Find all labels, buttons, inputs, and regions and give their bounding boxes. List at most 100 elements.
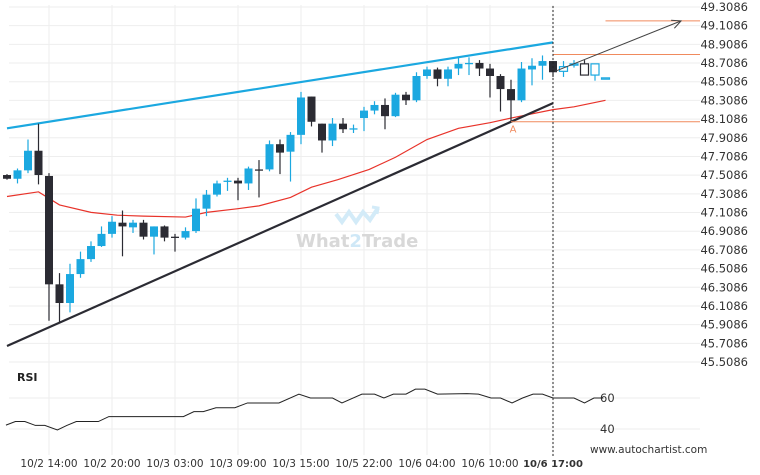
rsi-title: RSI xyxy=(17,371,38,384)
candle-body xyxy=(423,69,431,77)
time-tick-label: 10/5 22:00 xyxy=(335,458,392,470)
candle-body xyxy=(402,94,410,101)
moving-average-line xyxy=(6,99,606,218)
candle xyxy=(318,123,326,153)
candle xyxy=(150,226,158,255)
candle-body xyxy=(600,77,611,80)
price-tick-label: 45.9086 xyxy=(700,318,748,332)
price-tick-label: 45.5086 xyxy=(700,355,748,369)
trend-lines xyxy=(6,41,554,347)
candle-body xyxy=(118,222,127,227)
price-tick-label: 48.3086 xyxy=(700,93,748,107)
candle xyxy=(3,174,11,180)
candle-body xyxy=(213,183,221,195)
price-tick-label: 48.5086 xyxy=(700,75,748,89)
candle-body xyxy=(454,63,463,69)
candle-body xyxy=(381,104,389,117)
rsi-line xyxy=(5,388,604,431)
candle-body xyxy=(45,175,53,285)
candle xyxy=(286,132,295,182)
rsi-tick-label: 40 xyxy=(600,422,615,436)
candle-body xyxy=(486,68,494,77)
watermark-text: What2Trade xyxy=(296,231,418,252)
candle-body xyxy=(339,123,347,130)
candle-body xyxy=(328,123,337,141)
candle-body xyxy=(87,246,95,260)
candle-body xyxy=(97,233,106,247)
time-tick-label: 10/6 10:00 xyxy=(461,458,518,470)
watermark: What2Trade xyxy=(296,205,418,252)
candle-body xyxy=(297,97,305,135)
candle-body xyxy=(307,96,316,122)
candle-body xyxy=(139,222,148,237)
candle xyxy=(412,72,421,103)
price-tick-label: 49.3086 xyxy=(700,0,748,14)
candle-body xyxy=(528,65,536,70)
candle xyxy=(391,92,400,118)
candle xyxy=(213,180,221,197)
rsi-tick-label: 60 xyxy=(600,391,615,405)
candle xyxy=(202,189,211,217)
candle xyxy=(433,67,442,87)
support-line xyxy=(6,102,554,347)
candle-body xyxy=(370,104,379,111)
candle xyxy=(528,58,536,86)
candle-body xyxy=(507,89,515,101)
candle xyxy=(87,241,95,262)
price-tick-label: 47.9086 xyxy=(700,131,748,145)
watermark-logo-icon xyxy=(334,205,380,226)
candle-body xyxy=(444,69,452,79)
moving-average xyxy=(6,99,606,218)
source-url: www.autochartist.com xyxy=(590,444,707,456)
forecast-arrowhead-icon xyxy=(671,19,683,29)
candles xyxy=(3,55,611,323)
time-axis: 10/2 14:00 10/2 20:00 10/3 03:00 10/3 09:00… xyxy=(20,458,583,470)
candle xyxy=(108,216,116,238)
candle-body xyxy=(558,66,569,72)
price-tick-label: 47.5086 xyxy=(700,168,748,182)
price-tick-label: 47.3086 xyxy=(700,187,748,201)
candle xyxy=(34,123,43,185)
candle xyxy=(496,74,505,112)
candle xyxy=(255,160,263,198)
candle-body xyxy=(181,231,190,238)
candle-body xyxy=(192,208,200,232)
candle-body xyxy=(66,274,74,304)
candle xyxy=(517,61,526,103)
price-tick-label: 47.7086 xyxy=(700,149,748,163)
forecast-candle xyxy=(600,77,611,80)
candle-body xyxy=(579,63,590,76)
candle xyxy=(223,177,232,191)
price-tick-label: 46.5086 xyxy=(700,262,748,276)
price-tick-label: 45.7086 xyxy=(700,336,748,350)
candle-body xyxy=(391,94,400,117)
time-tick-label: 10/6 17:00 xyxy=(523,459,583,470)
candle-body xyxy=(171,236,179,238)
candle xyxy=(486,63,494,98)
candle xyxy=(139,219,148,240)
candle-body xyxy=(55,284,64,304)
candle xyxy=(465,57,473,76)
candle xyxy=(129,219,137,233)
candle xyxy=(97,226,106,247)
point-label: A xyxy=(510,124,517,135)
price-tick-label: 49.1086 xyxy=(700,19,748,33)
candle-body xyxy=(465,62,473,65)
candle xyxy=(265,140,274,172)
candle-body xyxy=(223,180,232,182)
forecast-candle xyxy=(590,63,600,81)
candle xyxy=(370,101,379,115)
candle xyxy=(454,57,463,76)
candle xyxy=(381,98,389,130)
forecast-candle xyxy=(579,60,590,76)
candle xyxy=(45,173,53,321)
candle xyxy=(339,118,347,133)
candle-body xyxy=(412,76,421,101)
candle xyxy=(76,251,85,278)
candle-body xyxy=(244,168,253,184)
candle xyxy=(244,166,253,190)
candle-body xyxy=(318,123,326,141)
time-tick-label: 10/6 04:00 xyxy=(398,458,455,470)
candle-body xyxy=(13,170,22,179)
